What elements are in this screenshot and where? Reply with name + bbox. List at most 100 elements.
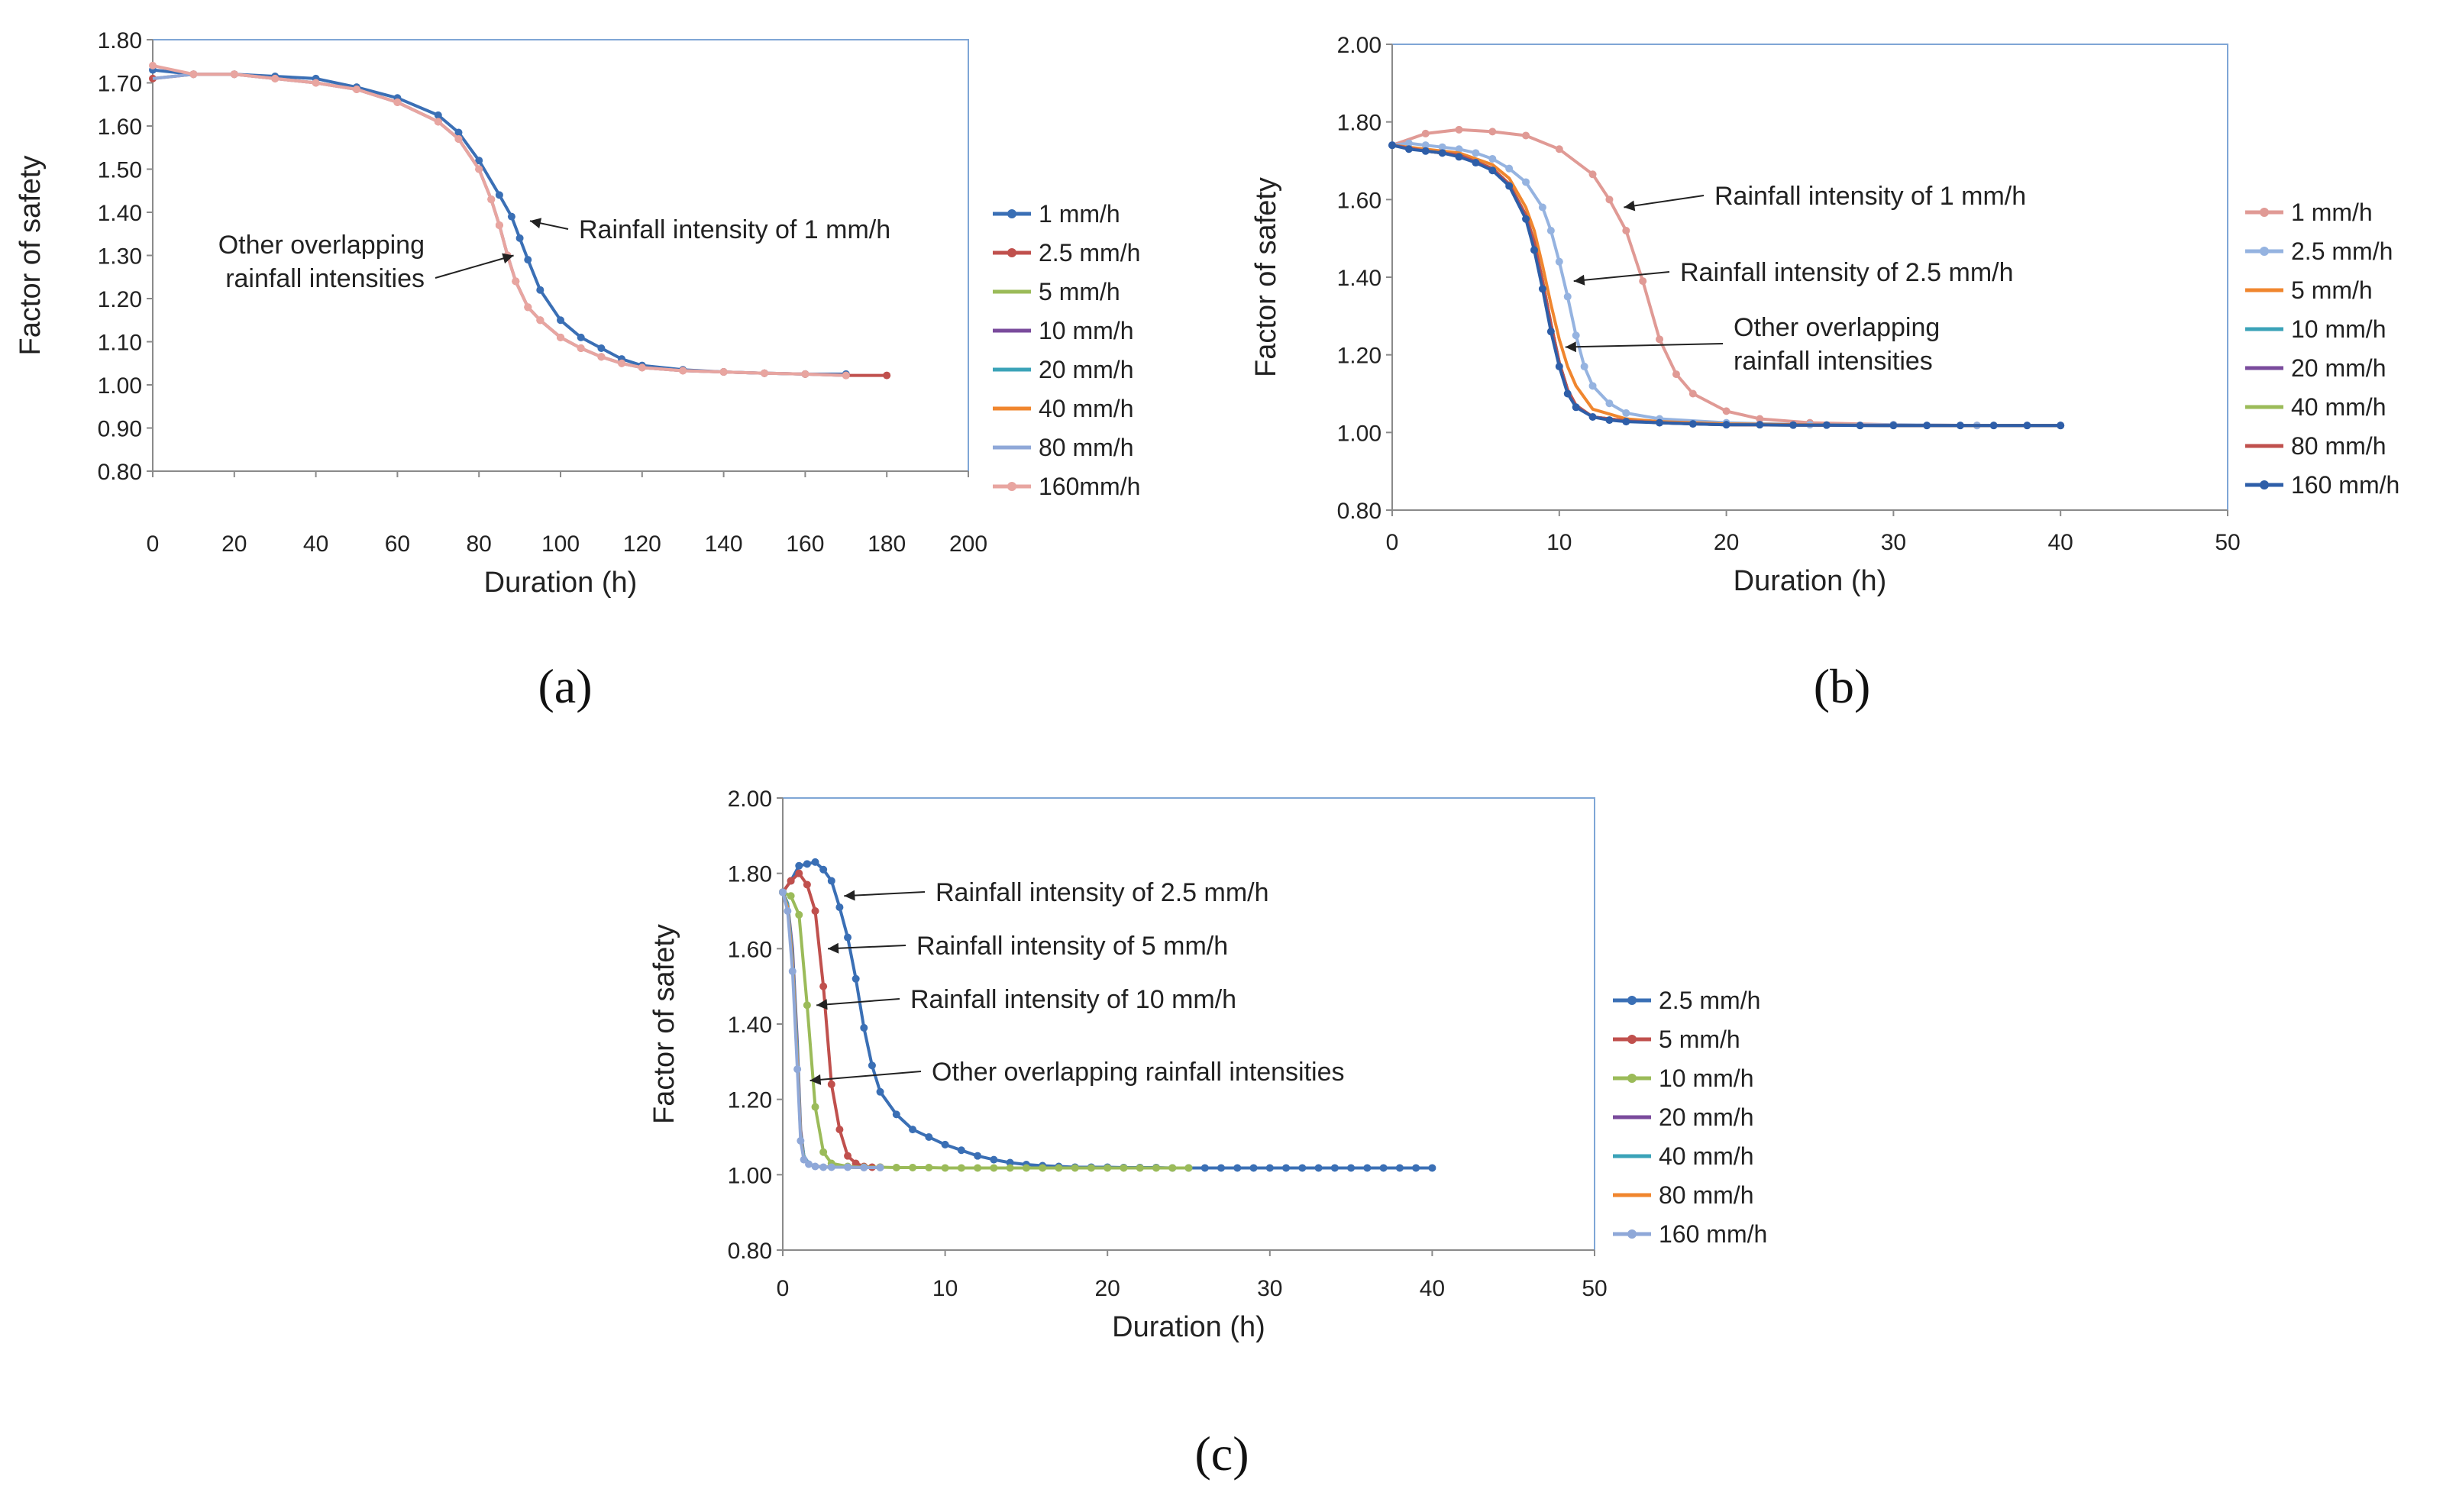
data-point — [1605, 195, 1614, 204]
x-tick-label: 200 — [949, 531, 987, 557]
legend-item: 2.5 mm/h — [1613, 987, 1760, 1014]
data-point — [1006, 1158, 1014, 1167]
legend-item: 2.5 mm/h — [2245, 237, 2393, 265]
legend-label: 20 mm/h — [2291, 354, 2386, 382]
y-tick-label: 0.90 — [98, 417, 142, 442]
legend-item: 80 mm/h — [993, 434, 1133, 461]
data-point — [1055, 1164, 1063, 1172]
data-point — [1538, 285, 1546, 293]
legend-label: 5 mm/h — [2291, 276, 2373, 304]
y-tick-label: 2.00 — [1337, 33, 1381, 58]
y-tick-label: 1.20 — [1337, 344, 1381, 369]
data-point — [1455, 145, 1463, 153]
data-point — [1421, 147, 1430, 155]
y-tick-label: 1.80 — [1337, 111, 1381, 136]
data-point — [788, 967, 797, 975]
legend-label: 80 mm/h — [1039, 434, 1133, 461]
data-point — [1505, 164, 1514, 173]
data-point — [512, 277, 520, 286]
data-point — [1249, 1164, 1258, 1172]
data-point — [784, 907, 792, 915]
annotation-arrow — [844, 891, 926, 897]
legend-item: 5 mm/h — [993, 278, 1120, 305]
legend-item: 10 mm/h — [2245, 315, 2386, 343]
data-point — [883, 371, 891, 380]
data-point — [844, 933, 852, 942]
x-tick-label: 100 — [541, 531, 580, 557]
legend-label: 40 mm/h — [1039, 395, 1133, 422]
y-axis-label: Factor of safety — [1250, 177, 1282, 377]
data-point — [1522, 178, 1530, 186]
data-point — [1087, 1164, 1095, 1172]
data-point — [892, 1110, 900, 1119]
data-point — [1989, 422, 1998, 430]
annotation: Rainfall intensity of 1 mm/h — [1624, 182, 2026, 212]
x-tick-label: 80 — [467, 531, 492, 557]
data-point — [507, 212, 515, 221]
data-point — [1395, 1164, 1404, 1172]
legend-item: 160 mm/h — [1613, 1220, 1767, 1248]
data-point — [1404, 139, 1413, 147]
data-point — [1722, 407, 1730, 415]
data-point — [1555, 362, 1563, 370]
data-point — [803, 880, 811, 889]
series-160-mm-h — [1388, 141, 2065, 430]
data-point — [1265, 1164, 1274, 1172]
legend-label: 2.5 mm/h — [1039, 239, 1140, 267]
annotation-text: Rainfall intensity of 1 mm/h — [579, 215, 890, 244]
annotation-text: Other overlapping — [218, 231, 425, 260]
data-point — [1580, 362, 1588, 370]
data-point — [819, 1163, 828, 1171]
data-point — [1622, 418, 1630, 426]
legend-item: 1 mm/h — [993, 200, 1120, 228]
data-point — [779, 888, 787, 897]
data-point — [597, 344, 606, 352]
data-point — [1330, 1164, 1339, 1172]
data-point — [844, 1163, 852, 1171]
data-point — [860, 1023, 868, 1032]
annotation: Other overlapping rainfall intensities — [809, 1058, 1345, 1087]
annotation-text: Rainfall intensity of 1 mm/h — [1714, 182, 2026, 211]
data-point — [1546, 328, 1555, 336]
data-point — [1347, 1164, 1356, 1172]
data-point — [793, 1065, 802, 1074]
annotation-arrow — [1565, 343, 1724, 348]
arrowhead — [816, 999, 828, 1010]
data-point — [957, 1146, 965, 1155]
legend-label: 20 mm/h — [1039, 356, 1133, 383]
series-160mm-h — [149, 61, 850, 380]
data-point — [1822, 421, 1831, 429]
data-point — [1217, 1164, 1226, 1172]
data-point — [787, 877, 795, 885]
chart-panel-2: 0.80 1.00 1.20 1.40 1.60 1.80 2.00 0 10 20 30 40 50 D… — [1250, 33, 2399, 713]
y-tick-label: 1.70 — [98, 72, 142, 97]
legend-marker — [2260, 247, 2269, 256]
x-tick-label: 10 — [1546, 530, 1572, 555]
legend-item: 1 mm/h — [2245, 199, 2373, 226]
annotation-arrow — [1573, 271, 1670, 283]
legend-item: 80 mm/h — [1613, 1181, 1753, 1209]
annotation: Rainfall intensity of 1 mm/h — [529, 215, 890, 244]
data-point — [835, 1126, 844, 1134]
data-point — [577, 333, 585, 341]
data-point — [990, 1164, 998, 1172]
data-point — [557, 333, 564, 341]
y-tick-label: 1.10 — [98, 331, 142, 356]
y-tick-label: 1.60 — [1337, 188, 1381, 213]
y-tick-label: 0.80 — [1337, 499, 1381, 524]
data-point — [1555, 257, 1563, 266]
legend-label: 160mm/h — [1039, 473, 1140, 500]
data-point — [1522, 215, 1530, 223]
legend-marker — [1627, 996, 1637, 1005]
data-point — [1622, 227, 1630, 234]
x-tick-label: 140 — [705, 531, 743, 557]
legend: 1 mm/h 2.5 mm/h 5 mm/h 10 mm/h 20 mm/h 40 mm/… — [993, 200, 1140, 500]
data-point — [1388, 141, 1396, 150]
data-point — [1588, 382, 1597, 390]
arrowhead — [1573, 274, 1585, 286]
data-point — [1546, 227, 1555, 234]
legend-label: 1 mm/h — [2291, 199, 2373, 226]
x-tick-label: 40 — [303, 531, 328, 557]
data-point — [851, 974, 860, 983]
legend-marker — [1627, 1074, 1637, 1083]
